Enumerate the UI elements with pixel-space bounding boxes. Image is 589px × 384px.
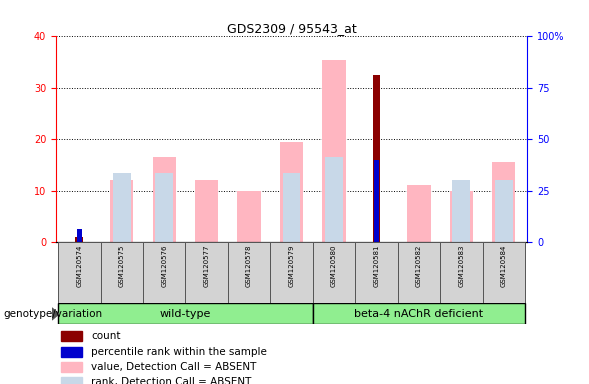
Text: GSM120577: GSM120577	[204, 244, 210, 287]
Bar	[313, 242, 355, 303]
Bar	[61, 377, 82, 384]
Bar	[61, 362, 82, 372]
Bar	[270, 242, 313, 303]
Text: wild-type: wild-type	[160, 309, 211, 319]
Text: GSM120583: GSM120583	[458, 244, 464, 287]
Text: GSM120575: GSM120575	[119, 244, 125, 287]
Bar	[280, 142, 303, 242]
Text: value, Detection Call = ABSENT: value, Detection Call = ABSENT	[91, 362, 257, 372]
Bar	[373, 75, 380, 242]
Text: GSM120580: GSM120580	[331, 244, 337, 287]
Text: count: count	[91, 331, 121, 341]
Bar	[495, 180, 512, 242]
Bar	[58, 242, 101, 303]
Text: GSM120584: GSM120584	[501, 244, 507, 287]
Bar	[374, 160, 379, 242]
Bar	[110, 180, 134, 242]
Bar	[407, 185, 431, 242]
Bar	[440, 242, 482, 303]
Bar	[153, 157, 176, 242]
Bar	[61, 347, 82, 357]
Bar	[398, 242, 440, 303]
Bar	[482, 242, 525, 303]
Bar	[355, 242, 398, 303]
Text: GSM120582: GSM120582	[416, 244, 422, 287]
Text: GSM120578: GSM120578	[246, 244, 252, 287]
Text: rank, Detection Call = ABSENT: rank, Detection Call = ABSENT	[91, 377, 252, 384]
Text: beta-4 nAChR deficient: beta-4 nAChR deficient	[355, 309, 484, 319]
Bar	[113, 172, 131, 242]
Bar	[492, 162, 515, 242]
Bar	[195, 180, 219, 242]
Text: GSM120581: GSM120581	[373, 244, 379, 287]
Bar	[313, 303, 525, 324]
Polygon shape	[52, 308, 59, 320]
Bar	[101, 242, 143, 303]
Text: GSM120574: GSM120574	[77, 244, 82, 287]
Bar	[155, 172, 173, 242]
Bar	[61, 331, 82, 341]
Title: GDS2309 / 95543_at: GDS2309 / 95543_at	[227, 22, 356, 35]
Bar	[228, 242, 270, 303]
Bar	[322, 60, 346, 242]
Bar	[283, 172, 300, 242]
Text: GSM120579: GSM120579	[289, 244, 294, 287]
Text: GSM120576: GSM120576	[161, 244, 167, 287]
Bar	[237, 190, 261, 242]
Bar	[186, 242, 228, 303]
Bar	[143, 242, 186, 303]
Text: percentile rank within the sample: percentile rank within the sample	[91, 347, 267, 357]
Bar	[449, 190, 473, 242]
Text: genotype/variation: genotype/variation	[3, 309, 102, 319]
Bar	[77, 229, 82, 242]
Bar	[452, 180, 470, 242]
Bar	[325, 157, 343, 242]
Bar	[58, 303, 313, 324]
Bar	[75, 237, 83, 242]
